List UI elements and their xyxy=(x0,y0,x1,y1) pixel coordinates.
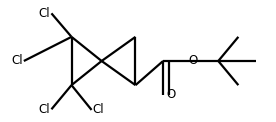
Text: Cl: Cl xyxy=(93,103,104,116)
Text: Cl: Cl xyxy=(11,55,23,67)
Text: O: O xyxy=(166,88,175,101)
Text: Cl: Cl xyxy=(39,103,50,116)
Text: Cl: Cl xyxy=(39,7,50,20)
Text: O: O xyxy=(189,55,198,67)
